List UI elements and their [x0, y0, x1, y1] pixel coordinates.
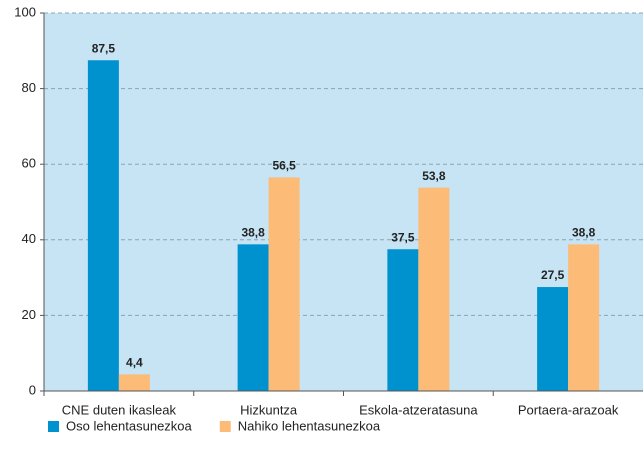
value-label: 38,8 — [241, 226, 265, 240]
bar — [268, 177, 300, 391]
y-tick-label: 20 — [22, 307, 36, 322]
x-tick-label: Portaera-arazoak — [518, 402, 619, 417]
y-tick-label: 40 — [22, 231, 36, 246]
bar — [237, 244, 269, 391]
bar — [537, 287, 569, 391]
bar — [87, 60, 119, 391]
x-tick-label: CNE duten ikasleak — [62, 402, 177, 417]
value-label: 38,8 — [572, 226, 596, 240]
x-tick-label: Hizkuntza — [240, 402, 298, 417]
x-tick-label: Eskola-atzeratasuna — [359, 402, 478, 417]
y-tick-label: 100 — [14, 4, 36, 19]
y-tick-label: 60 — [22, 156, 36, 171]
value-label: 53,8 — [422, 169, 446, 183]
value-label: 87,5 — [92, 41, 116, 55]
value-label: 27,5 — [541, 268, 565, 282]
bar — [387, 249, 419, 391]
legend-label: Nahiko lehentasunezkoa — [238, 418, 381, 433]
value-label: 4,4 — [126, 356, 143, 370]
bar — [418, 187, 450, 391]
y-tick-label: 80 — [22, 80, 36, 95]
bar — [118, 374, 150, 391]
legend-label: Oso lehentasunezkoa — [66, 418, 193, 433]
bar — [568, 244, 600, 391]
value-label: 37,5 — [391, 230, 415, 244]
y-tick-label: 0 — [29, 382, 36, 397]
value-label: 56,5 — [272, 159, 296, 173]
legend-swatch — [219, 421, 231, 432]
legend-swatch — [48, 421, 59, 432]
